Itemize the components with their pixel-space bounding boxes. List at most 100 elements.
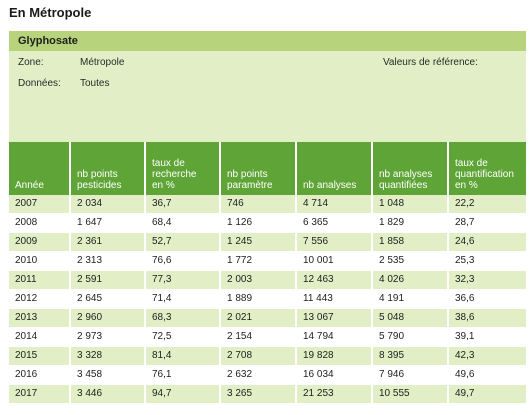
table-cell: 76,6 <box>145 251 221 271</box>
column-header-line: taux de <box>455 158 488 169</box>
table-row: 2011 2 591 77,3 2 003 12 463 4 026 32,3 <box>9 270 526 290</box>
page-title: En Métropole <box>9 5 92 20</box>
column-header-line: Année <box>15 180 44 191</box>
table-cell: 52,7 <box>145 232 221 252</box>
table-cell: 77,3 <box>145 270 221 290</box>
column-header-line: en % <box>152 180 175 191</box>
table-cell: 2 591 <box>70 270 146 290</box>
table-row: 2015 3 328 81,4 2 708 19 828 8 395 42,3 <box>9 346 526 366</box>
zone-value: Métropole <box>80 57 125 68</box>
table-cell: 6 365 <box>296 213 373 233</box>
table-cell: 49,7 <box>448 384 526 404</box>
table-cell: 1 126 <box>220 213 297 233</box>
column-header-line: recherche <box>152 169 197 180</box>
table-cell: 8 395 <box>372 346 449 366</box>
table-cell: 2 003 <box>220 270 297 290</box>
column-header-line: nb points <box>227 169 268 180</box>
table-body: 2007 2 034 36,7 746 4 714 1 048 22,2 2008 1 647 6… <box>9 195 526 404</box>
table-cell: 2 632 <box>220 365 297 385</box>
table-cell: 24,6 <box>448 232 526 252</box>
table-cell: 746 <box>220 195 297 214</box>
table-cell: 4 191 <box>372 289 449 309</box>
table-cell: 28,7 <box>448 213 526 233</box>
table-cell: 5 790 <box>372 327 449 347</box>
info-panel: Zone: Métropole Données: Toutes Valeurs … <box>9 51 526 142</box>
table-cell: 49,6 <box>448 365 526 385</box>
data-label: Données: <box>18 78 61 89</box>
table-cell: 25,3 <box>448 251 526 271</box>
table-cell: 7 946 <box>372 365 449 385</box>
column-header: nb points paramètre <box>220 142 297 195</box>
column-header-line: quantifiées <box>379 180 428 191</box>
table-cell: 2 960 <box>70 308 146 328</box>
table-cell: 2 154 <box>220 327 297 347</box>
column-header-line: paramètre <box>227 180 273 191</box>
table-cell: 5 048 <box>372 308 449 328</box>
year-cell: 2015 <box>9 346 71 366</box>
data-value: Toutes <box>80 78 110 89</box>
column-header: taux de recherche en % <box>145 142 221 195</box>
table-row: 2008 1 647 68,4 1 126 6 365 1 829 28,7 <box>9 213 526 233</box>
year-cell: 2013 <box>9 308 71 328</box>
table-row: 2007 2 034 36,7 746 4 714 1 048 22,2 <box>9 195 526 214</box>
table-header-row: Année nb points pesticides taux de recherche… <box>9 142 526 195</box>
column-header: nb analyses quantifiées <box>372 142 449 195</box>
table-cell: 68,4 <box>145 213 221 233</box>
table-cell: 12 463 <box>296 270 373 290</box>
table-cell: 36,7 <box>145 195 221 214</box>
table-cell: 38,6 <box>448 308 526 328</box>
results-table: Année nb points pesticides taux de recherche… <box>9 142 526 404</box>
table-cell: 2 645 <box>70 289 146 309</box>
column-header: nb analyses <box>296 142 373 195</box>
table-cell: 2 313 <box>70 251 146 271</box>
table-cell: 1 647 <box>70 213 146 233</box>
table-cell: 71,4 <box>145 289 221 309</box>
column-header-line: pesticides <box>77 180 122 191</box>
table-cell: 1 245 <box>220 232 297 252</box>
year-cell: 2012 <box>9 289 71 309</box>
table-cell: 2 535 <box>372 251 449 271</box>
table-cell: 68,3 <box>145 308 221 328</box>
year-cell: 2008 <box>9 213 71 233</box>
column-header-line: nb analyses <box>379 169 433 180</box>
table-cell: 4 026 <box>372 270 449 290</box>
table-cell: 1 829 <box>372 213 449 233</box>
column-header: Année <box>9 142 71 195</box>
card-title: Glyphosate <box>9 31 526 51</box>
table-row: 2012 2 645 71,4 1 889 11 443 4 191 36,6 <box>9 289 526 309</box>
table-cell: 42,3 <box>448 346 526 366</box>
table-row: 2017 3 446 94,7 3 265 21 253 10 555 49,7 <box>9 384 526 404</box>
table-cell: 2 708 <box>220 346 297 366</box>
column-header: taux de quantification en % <box>448 142 526 195</box>
table-row: 2016 3 458 76,1 2 632 16 034 7 946 49,6 <box>9 365 526 385</box>
table-cell: 21 253 <box>296 384 373 404</box>
zone-label: Zone: <box>18 57 44 68</box>
column-header-line: en % <box>455 180 478 191</box>
table-row: 2013 2 960 68,3 2 021 13 067 5 048 38,6 <box>9 308 526 328</box>
year-cell: 2016 <box>9 365 71 385</box>
year-cell: 2017 <box>9 384 71 404</box>
column-header-line: quantification <box>455 169 514 180</box>
table-cell: 4 714 <box>296 195 373 214</box>
table-cell: 32,3 <box>448 270 526 290</box>
table-cell: 94,7 <box>145 384 221 404</box>
year-cell: 2007 <box>9 195 71 214</box>
table-cell: 1 889 <box>220 289 297 309</box>
table-cell: 76,1 <box>145 365 221 385</box>
column-header-line: nb points <box>77 169 118 180</box>
table-cell: 10 555 <box>372 384 449 404</box>
table-cell: 19 828 <box>296 346 373 366</box>
year-cell: 2009 <box>9 232 71 252</box>
table-cell: 1 048 <box>372 195 449 214</box>
table-cell: 2 034 <box>70 195 146 214</box>
table-row: 2014 2 973 72,5 2 154 14 794 5 790 39,1 <box>9 327 526 347</box>
table-cell: 2 021 <box>220 308 297 328</box>
table-cell: 11 443 <box>296 289 373 309</box>
table-cell: 13 067 <box>296 308 373 328</box>
table-cell: 1 772 <box>220 251 297 271</box>
table-cell: 3 328 <box>70 346 146 366</box>
table-cell: 72,5 <box>145 327 221 347</box>
reference-values-label: Valeurs de référence: <box>383 57 478 68</box>
table-row: 2010 2 313 76,6 1 772 10 001 2 535 25,3 <box>9 251 526 271</box>
column-header: nb points pesticides <box>70 142 146 195</box>
